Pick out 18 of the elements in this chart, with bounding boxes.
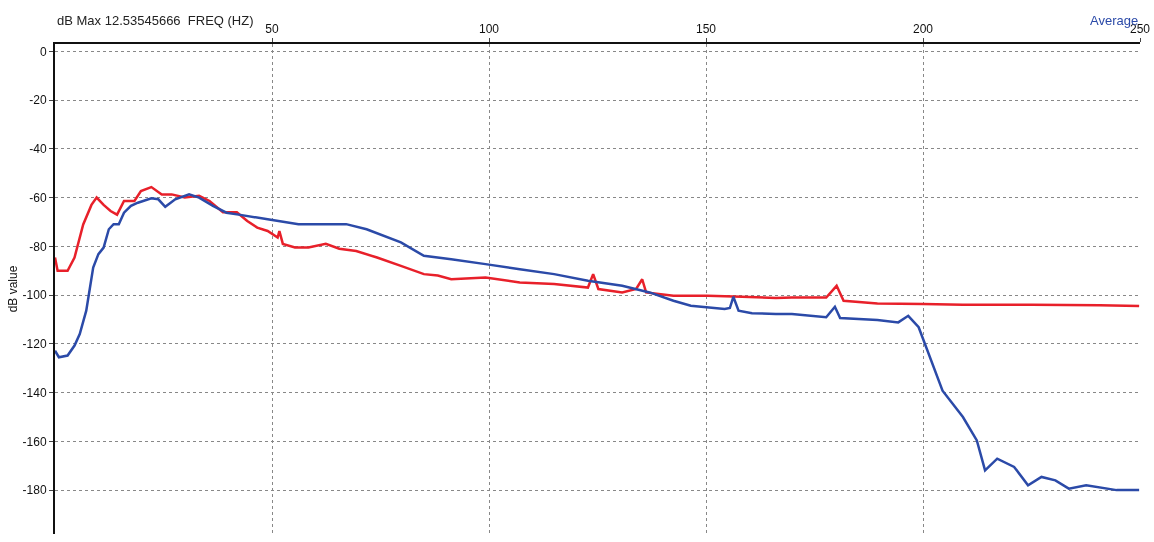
y-tick-label: -60 bbox=[29, 190, 47, 205]
x-tick-label: 50 bbox=[265, 22, 279, 37]
text: dB Max 12.53545666 FREQ (HZ) bbox=[57, 13, 254, 28]
y-tick-label: -80 bbox=[29, 239, 47, 254]
y-tick-label: -120 bbox=[22, 337, 47, 352]
x-tick-label: 150 bbox=[695, 22, 717, 37]
y-tick-label: -20 bbox=[29, 93, 47, 108]
x-tick-label: 200 bbox=[912, 22, 934, 37]
y-tick-label: -140 bbox=[22, 385, 47, 400]
y-tick-label: -100 bbox=[22, 288, 47, 303]
line-series bbox=[55, 185, 1140, 308]
x-tick-label: 100 bbox=[478, 22, 500, 37]
y-tick-label: -160 bbox=[22, 434, 47, 449]
y-tick-label: -180 bbox=[22, 483, 47, 498]
y-tick-label: -40 bbox=[29, 142, 47, 157]
line-series bbox=[55, 193, 1140, 492]
y-tick-label: 0 bbox=[39, 44, 47, 59]
y-axis-title: dB value bbox=[6, 265, 21, 313]
